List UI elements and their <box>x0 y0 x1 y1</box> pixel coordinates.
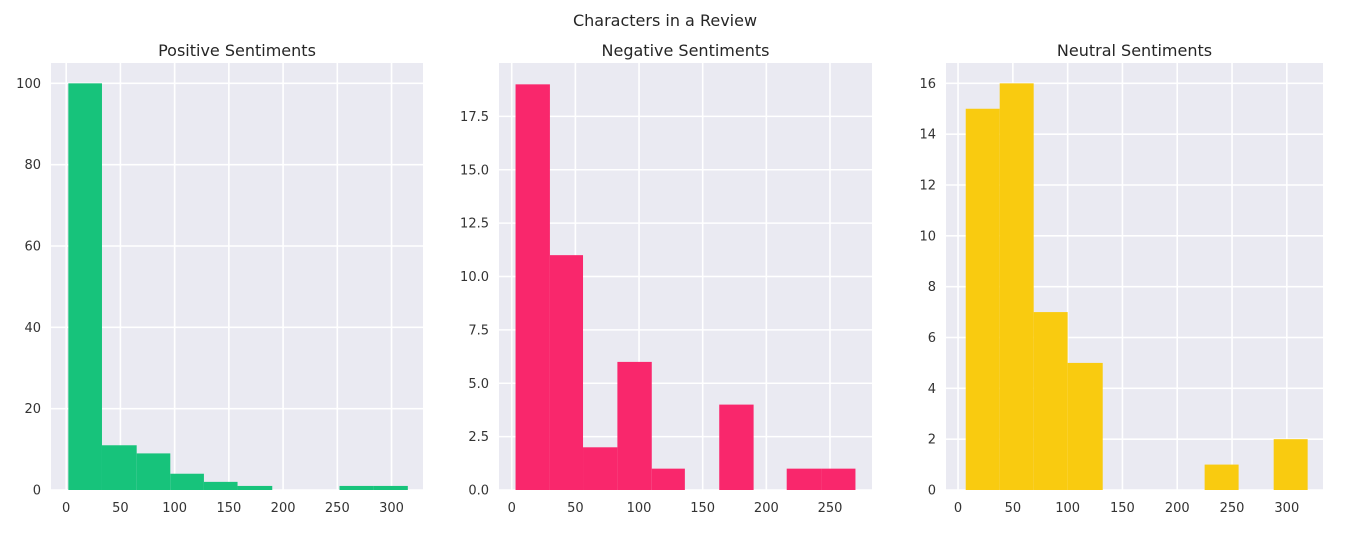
y-tick-label: 80 <box>24 158 41 173</box>
x-tick-label: 150 <box>690 501 715 516</box>
y-tick-label: 5.0 <box>468 377 489 392</box>
x-tick-label: 200 <box>1165 501 1190 516</box>
y-tick-label: 100 <box>16 77 41 92</box>
subplot-title: Neutral Sentiments <box>1057 41 1212 60</box>
y-tick-label: 17.5 <box>460 110 489 125</box>
y-tick-label: 2 <box>928 433 936 448</box>
y-tick-label: 60 <box>24 240 41 255</box>
histogram-bar <box>1033 312 1068 490</box>
y-tick-label: 7.5 <box>468 323 489 338</box>
subplot-title: Positive Sentiments <box>158 41 316 60</box>
subplot-negative-sentiments: 0.0 2.5 5.0 7.5 10.0 12.5 15.0 17.5 0 50 100 150 20… <box>460 41 872 516</box>
histogram-bar <box>965 108 1000 490</box>
y-tick-label: 6 <box>928 331 936 346</box>
histogram-bar <box>373 485 408 490</box>
x-tick-label: 0 <box>62 501 70 516</box>
x-tick-label: 50 <box>567 501 584 516</box>
histogram-bar <box>719 404 754 490</box>
x-tick-label: 50 <box>1005 501 1022 516</box>
histogram-bar <box>515 84 550 490</box>
histogram-bar <box>68 83 102 490</box>
y-tick-labels: 0 20 40 60 80 100 <box>16 77 41 499</box>
y-tick-label: 40 <box>24 321 41 336</box>
x-tick-label: 300 <box>379 501 404 516</box>
plot-area <box>51 63 423 490</box>
histogram-bar <box>170 473 204 490</box>
histogram-bar <box>1204 464 1239 490</box>
subplot-positive-sentiments: 0 20 40 60 80 100 0 50 100 150 200 250 300 Positive… <box>16 41 423 516</box>
histogram-bar <box>237 485 273 490</box>
x-tick-label: 100 <box>1055 501 1080 516</box>
x-tick-label: 200 <box>754 501 779 516</box>
bars <box>68 83 408 490</box>
x-tick-label: 250 <box>325 501 350 516</box>
x-tick-label: 0 <box>508 501 516 516</box>
x-tick-label: 150 <box>216 501 241 516</box>
y-tick-label: 0.0 <box>468 484 489 499</box>
histogram-bar <box>786 468 822 490</box>
y-tick-label: 0 <box>928 484 936 499</box>
histogram-bar <box>549 255 584 490</box>
histogram-bar <box>101 445 137 490</box>
x-tick-label: 200 <box>271 501 296 516</box>
histogram-bar <box>651 468 685 490</box>
histogram-bar <box>339 485 374 490</box>
y-tick-labels: 0.0 2.5 5.0 7.5 10.0 12.5 15.0 17.5 <box>460 110 489 499</box>
y-tick-label: 12.5 <box>460 217 489 232</box>
y-tick-label: 2.5 <box>468 430 489 445</box>
figure-suptitle: Characters in a Review <box>573 11 757 30</box>
y-tick-label: 12 <box>919 179 936 194</box>
histogram-bar <box>999 83 1034 490</box>
histogram-bar <box>1067 362 1103 490</box>
y-tick-label: 16 <box>919 77 936 92</box>
x-tick-label: 0 <box>954 501 962 516</box>
x-tick-labels: 0 50 100 150 200 250 300 <box>954 501 1299 516</box>
bars <box>515 84 856 490</box>
y-tick-label: 14 <box>919 128 936 143</box>
x-tick-label: 300 <box>1274 501 1299 516</box>
histogram-bar <box>136 453 171 490</box>
subplot-title: Negative Sentiments <box>602 41 770 60</box>
y-tick-label: 10.0 <box>460 270 489 285</box>
bars <box>965 83 1308 490</box>
y-tick-label: 0 <box>33 484 41 499</box>
x-tick-label: 100 <box>162 501 187 516</box>
histogram-bar <box>583 447 618 490</box>
y-tick-label: 15.0 <box>460 163 489 178</box>
x-tick-label: 150 <box>1110 501 1135 516</box>
histogram-bar <box>821 468 856 490</box>
x-tick-labels: 0 50 100 150 200 250 300 <box>62 501 404 516</box>
y-tick-label: 8 <box>928 280 936 295</box>
x-tick-label: 50 <box>112 501 129 516</box>
gridlines <box>51 63 423 491</box>
x-tick-label: 100 <box>627 501 652 516</box>
histogram-bar <box>617 361 652 490</box>
y-tick-label: 4 <box>928 382 936 397</box>
y-tick-label: 10 <box>919 229 936 244</box>
y-tick-labels: 0 2 4 6 8 10 12 14 16 <box>919 77 936 499</box>
y-tick-label: 20 <box>24 402 41 417</box>
histogram-bar <box>1273 439 1308 490</box>
histogram-bar <box>203 481 238 490</box>
x-tick-labels: 0 50 100 150 200 250 <box>508 501 843 516</box>
x-tick-label: 250 <box>1220 501 1245 516</box>
subplot-neutral-sentiments: 0 2 4 6 8 10 12 14 16 0 50 100 150 200 250 300 Neutral… <box>919 41 1323 516</box>
x-tick-label: 250 <box>818 501 843 516</box>
